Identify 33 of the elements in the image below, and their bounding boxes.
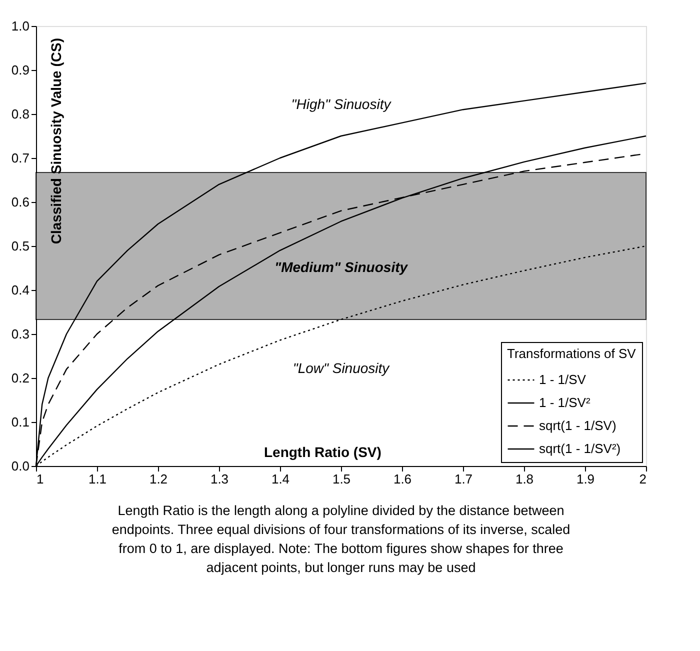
y-tick-label: 0.5 <box>11 238 30 254</box>
x-tick-label: 1.5 <box>332 472 351 486</box>
x-tick-label: 1.2 <box>149 472 168 486</box>
x-tick-label: 1.1 <box>88 472 107 486</box>
legend-label: 1 - 1/SV <box>539 372 586 387</box>
y-tick-label: 0.4 <box>11 282 30 298</box>
x-tick-label: 1.8 <box>515 472 534 486</box>
x-axis-title: Length Ratio (SV) <box>264 444 382 460</box>
y-tick-label: 0.3 <box>11 326 30 342</box>
annotation: "Low" Sinuosity <box>292 360 390 376</box>
x-tick-label: 1.7 <box>454 472 473 486</box>
y-tick-label: 1.0 <box>11 18 30 34</box>
legend-label: 1 - 1/SV² <box>539 395 591 410</box>
annotation: "Medium" Sinuosity <box>274 259 409 275</box>
y-tick-label: 0.6 <box>11 194 30 210</box>
legend-label: sqrt(1 - 1/SV) <box>539 418 616 433</box>
x-tick-label: 1.3 <box>210 472 229 486</box>
x-tick-label: 1.9 <box>576 472 595 486</box>
legend-title: Transformations of SV <box>507 346 636 361</box>
y-tick-label: 0.7 <box>11 150 30 166</box>
y-tick-label: 0.9 <box>11 62 30 78</box>
x-tick-label: 1.4 <box>271 472 290 486</box>
text: Length Ratio is the length along a polyline divided by the distance between endpoints. Three equal divisions of four transformations of its inverse, scaled from 0 to 1, are displayed. Note: The bottom figures show shapes for three adjacent points, but longer runs may be used <box>112 503 570 575</box>
x-tick-label: 2 <box>639 472 646 486</box>
y-tick-label: 0.8 <box>11 106 30 122</box>
legend-label: sqrt(1 - 1/SV²) <box>539 441 621 456</box>
x-tick-label: 1.6 <box>393 472 412 486</box>
annotation: "High" Sinuosity <box>291 96 392 112</box>
y-tick-label: 0.0 <box>11 458 30 474</box>
y-tick-label: 0.1 <box>11 414 30 430</box>
x-tick-label: 1 <box>36 472 44 486</box>
y-axis-title: Classified Sinuosity Value (CS) <box>48 38 64 244</box>
y-tick-label: 0.2 <box>11 370 30 386</box>
